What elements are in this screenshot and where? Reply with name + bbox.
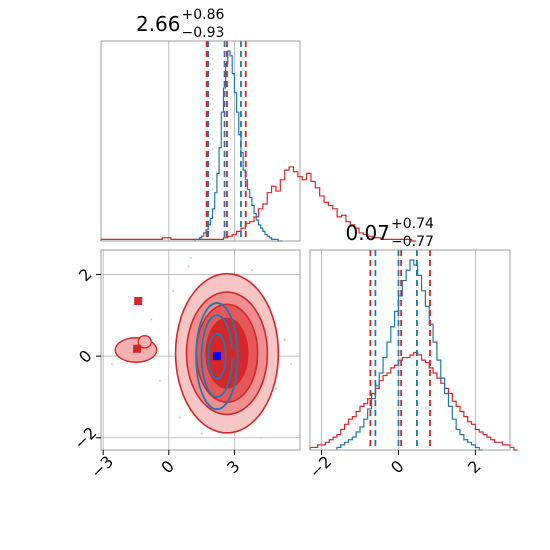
histogram-series	[194, 50, 283, 242]
marker-square	[133, 344, 142, 353]
panel-title-value: 2.66	[136, 12, 181, 36]
panel-title-upper-error: +0.74	[391, 216, 434, 232]
axes-frame	[309, 249, 511, 451]
scatter-point	[283, 338, 286, 341]
plot-area	[101, 41, 300, 241]
histogram-series	[336, 259, 484, 451]
red-contour-island	[137, 335, 152, 349]
scatter-point	[290, 363, 293, 366]
scatter-point	[200, 432, 203, 435]
blue-contour	[207, 332, 227, 380]
histogram-series	[309, 351, 518, 451]
panel-title-lower-error: −0.77	[391, 234, 434, 250]
red-contour	[205, 317, 249, 389]
scatter-point	[150, 318, 153, 321]
scatter-point	[187, 265, 190, 268]
y-tick-label: −2	[70, 423, 100, 453]
scatter-point	[274, 387, 277, 390]
scatter-point	[250, 269, 253, 272]
axes-frame	[100, 249, 301, 451]
scatter-point	[178, 416, 181, 419]
marker-square	[212, 352, 221, 361]
marker-square	[134, 297, 143, 306]
axes-frame	[100, 40, 301, 242]
joint-contour-panel: −3 0 3 −2 0 2	[70, 249, 301, 482]
panel-title-upper-error: +0.86	[182, 7, 225, 23]
histogram-series	[100, 166, 416, 242]
scatter-point	[172, 289, 175, 292]
histogram-y-panel: 0.07 +0.74 −0.77 −2 0 2	[305, 216, 518, 482]
x-tick-label: −2	[305, 452, 335, 482]
scatter-point	[259, 436, 262, 439]
blue-contour	[195, 302, 239, 411]
x-tick-label: 2	[464, 457, 485, 478]
y-tick-label: 2	[75, 265, 96, 286]
scatter-point	[189, 257, 192, 260]
scatter-point	[110, 363, 113, 366]
marker-square	[227, 350, 236, 359]
plot-area	[310, 250, 510, 450]
y-tick-label: 0	[75, 346, 96, 367]
x-tick-label: 0	[387, 457, 408, 478]
histogram-x-panel: 2.66 +0.86 −0.93	[100, 7, 416, 242]
x-tick-label: 0	[157, 457, 178, 478]
panel-title-value: 0.07	[345, 221, 390, 245]
x-tick-label: 3	[223, 457, 244, 478]
x-tick-label: −3	[87, 452, 117, 482]
panel-title-lower-error: −0.93	[182, 25, 225, 41]
scatter-point	[159, 379, 162, 382]
